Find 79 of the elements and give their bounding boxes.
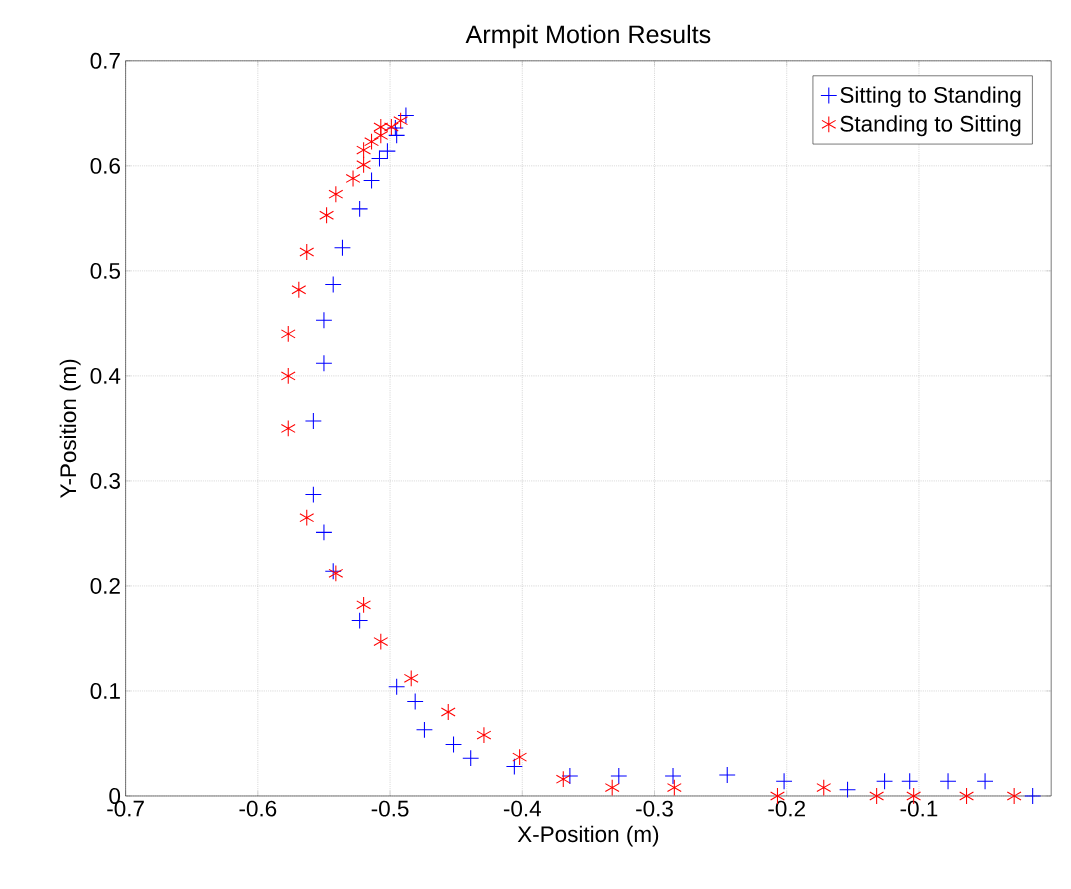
legend-label: Sitting to Standing — [840, 86, 1021, 108]
y-axis-title: Y-Position (m) — [59, 359, 81, 499]
point — [388, 678, 406, 696]
point — [415, 721, 433, 739]
point — [876, 773, 894, 790]
point — [373, 118, 389, 136]
point — [364, 133, 379, 151]
point — [445, 736, 462, 754]
point — [291, 281, 307, 299]
x-tick-label: -0.3 — [636, 800, 673, 817]
point — [406, 693, 424, 711]
x-axis-title: X-Position (m) — [517, 825, 659, 847]
point — [280, 325, 296, 343]
point — [299, 243, 315, 261]
point — [462, 749, 480, 767]
x-tick-label: -0.5 — [371, 800, 409, 817]
y-tick-label: 0.6 — [90, 158, 120, 175]
chart-title: Armpit Motion Results — [465, 25, 711, 49]
point — [901, 773, 919, 790]
point — [666, 779, 682, 797]
point — [334, 239, 351, 257]
point — [664, 767, 682, 785]
point — [959, 787, 974, 805]
point — [356, 596, 372, 614]
point — [304, 412, 322, 430]
point — [555, 770, 571, 788]
x-tick-label: -0.2 — [768, 800, 805, 817]
point — [319, 206, 334, 224]
point — [440, 703, 456, 721]
point — [610, 767, 628, 785]
point — [328, 185, 344, 203]
point — [1024, 787, 1042, 805]
x-tick-label: -0.1 — [900, 800, 938, 817]
point — [718, 766, 736, 784]
point — [386, 119, 404, 137]
point — [383, 118, 399, 136]
point — [976, 773, 994, 790]
point — [393, 112, 409, 130]
point — [373, 633, 389, 651]
point — [315, 312, 333, 329]
y-tick-label: 0.3 — [90, 473, 120, 490]
point — [324, 276, 342, 294]
point — [604, 779, 620, 797]
y-tick-label: 0.4 — [90, 368, 121, 385]
point — [505, 758, 523, 776]
point — [315, 355, 333, 372]
legend-label: Standing to Sitting — [840, 115, 1021, 137]
point — [378, 142, 396, 160]
point — [512, 748, 528, 766]
point — [869, 787, 885, 805]
point — [561, 767, 579, 785]
y-tick-label: 0.5 — [90, 263, 120, 280]
y-tick-label: 0.2 — [90, 578, 120, 595]
point — [328, 565, 344, 583]
point — [397, 107, 415, 125]
x-tick-label: -0.6 — [239, 800, 277, 817]
y-tick-label: 0.1 — [90, 683, 120, 700]
point — [476, 726, 492, 744]
point — [356, 156, 372, 174]
point — [363, 172, 381, 190]
point — [403, 670, 419, 688]
point — [1006, 787, 1022, 805]
y-tick-label: 0.7 — [90, 53, 120, 70]
point — [280, 420, 296, 438]
point — [816, 779, 832, 797]
point — [345, 170, 361, 188]
point — [299, 509, 315, 527]
point — [280, 367, 296, 385]
point — [839, 781, 857, 799]
point — [371, 150, 388, 168]
point — [775, 773, 793, 790]
point — [351, 612, 369, 630]
point — [304, 486, 322, 504]
point — [351, 200, 369, 218]
x-tick-label: -0.4 — [503, 800, 541, 817]
point — [315, 524, 333, 542]
point — [356, 141, 372, 159]
point — [939, 773, 957, 790]
point — [324, 563, 342, 580]
